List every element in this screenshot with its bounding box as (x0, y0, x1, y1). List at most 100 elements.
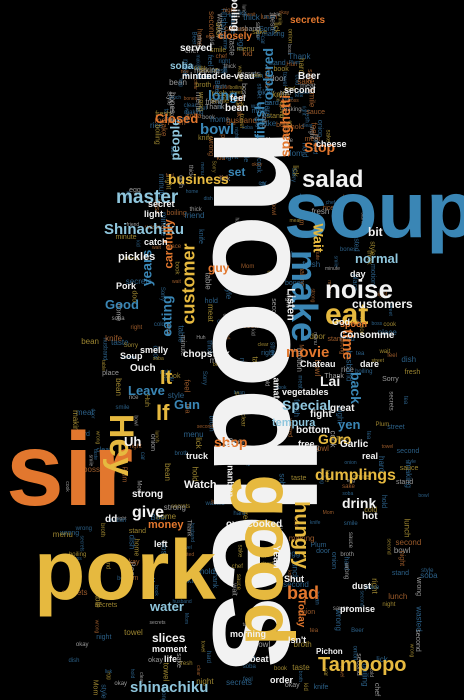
filler-word: clear (301, 122, 313, 129)
filler-word: clear (257, 342, 269, 349)
filler-word: egg (286, 549, 301, 559)
filler-word: knife (105, 334, 123, 344)
filler-word: lick (104, 669, 113, 676)
filler-word: making (181, 64, 202, 71)
word-amateurs: amateurs (271, 377, 282, 418)
filler-word: cook (383, 321, 397, 328)
filler-word: right (193, 66, 206, 73)
word-long: long (208, 87, 238, 103)
filler-word: meat (300, 83, 316, 91)
word-wait: Wait (310, 223, 327, 253)
filler-word: hard (264, 100, 279, 108)
filler-word: Thank (336, 436, 351, 443)
word-pickles: pickles (118, 251, 156, 263)
filler-word: feel (387, 352, 397, 359)
filler-word: fresh (240, 654, 256, 662)
word-beer: Beer (298, 71, 321, 82)
filler-word: car (224, 23, 236, 33)
word-soup: soup (284, 165, 464, 254)
filler-word: towel (381, 443, 394, 450)
filler-word: kid (225, 192, 236, 202)
filler-word: right (222, 151, 239, 161)
filler-word: husband (172, 598, 192, 605)
filler-word: okay (284, 682, 300, 690)
filler-word: secrets (61, 588, 88, 598)
filler-word: broth (293, 640, 312, 650)
filler-word: door (316, 548, 331, 556)
filler-word: second (385, 538, 392, 555)
filler-word: towel (180, 544, 192, 551)
filler-word: friend (126, 222, 140, 229)
word-gun: Gun (174, 397, 200, 412)
filler-word: Huh (219, 174, 229, 181)
filler-word: chef (231, 563, 243, 570)
filler-word: night (397, 550, 405, 566)
filler-word: Mom (266, 136, 278, 143)
filler-word: bean (196, 71, 215, 81)
filler-word: Plum (281, 95, 294, 102)
filler-word: Thank (205, 103, 225, 111)
filler-word: book (273, 65, 289, 73)
filler-word: stand (327, 335, 345, 343)
filler-word: Huh (353, 320, 365, 327)
filler-word: rice (322, 205, 335, 213)
word-minute: minute (182, 71, 212, 81)
filler-word: meat (75, 407, 94, 417)
filler-word: bones (339, 247, 357, 254)
word-good2: Good (105, 297, 139, 312)
filler-word: boiling (221, 198, 239, 205)
word-garlic: Garlic (340, 439, 369, 450)
filler-word: onion (297, 609, 316, 617)
filler-word: bones (122, 354, 136, 361)
filler-word: knife (198, 134, 213, 142)
filler-word: lick (238, 11, 248, 18)
word-salad: salad (302, 166, 364, 193)
filler-word: making (176, 575, 202, 585)
word-feel: feel (230, 93, 246, 103)
filler-word: rice (283, 138, 293, 145)
filler-word: secrets (170, 503, 191, 510)
filler-word: boiling (153, 123, 161, 145)
word-secrets: secrets (290, 15, 326, 26)
word-bad: bad (287, 583, 320, 603)
filler-word: Huh (196, 335, 206, 341)
filler-word: thick (189, 207, 202, 214)
word-overcooked: overcooked (226, 519, 283, 530)
filler-word: soba (152, 356, 164, 363)
word-if: If (156, 400, 170, 425)
filler-word: Sorry (259, 26, 276, 34)
filler-word: Plum (310, 541, 327, 549)
filler-word: chef (215, 53, 227, 60)
filler-word: towel (280, 71, 287, 86)
filler-word: knife (272, 89, 290, 99)
filler-word: wait (246, 11, 256, 18)
filler-word: style (167, 391, 185, 401)
filler-word: night (222, 8, 236, 15)
filler-word: chef (195, 106, 208, 113)
filler-word: Mom (91, 679, 99, 696)
filler-word: feel (205, 54, 213, 66)
filler-word: book (177, 116, 189, 123)
filler-word: clear (96, 447, 112, 455)
filler-word: Plum (263, 14, 276, 21)
filler-word: friend (205, 99, 224, 107)
filler-word: Thank (288, 51, 311, 61)
filler-word: lick (376, 654, 388, 664)
filler-word: home (210, 114, 231, 124)
filler-word: tea (309, 627, 319, 634)
filler-word: hard (235, 532, 250, 540)
filler-word: taste (242, 621, 254, 628)
word-chopstick: chopstick (183, 349, 230, 360)
filler-word: street (260, 560, 274, 567)
filler-word: cold (364, 507, 378, 515)
filler-word: lick (235, 102, 245, 109)
filler-word: bean (212, 361, 224, 368)
filler-word: tea (402, 395, 408, 404)
filler-word: hold (279, 91, 291, 98)
filler-word: strong (124, 256, 138, 263)
filler-word: Huh (286, 61, 298, 68)
filler-word: Plum (167, 118, 186, 128)
filler-word: hard (233, 510, 246, 517)
word-bean: bean (225, 103, 249, 114)
filler-word: street (229, 89, 243, 96)
